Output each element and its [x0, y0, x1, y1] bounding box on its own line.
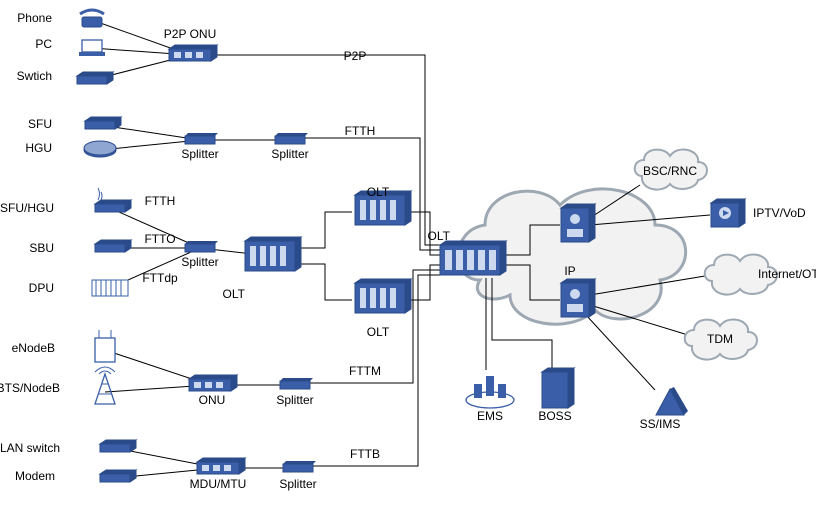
edge-label-sbu-spl3: FTTO: [144, 232, 175, 246]
node-router1: [561, 204, 595, 242]
label-btsnodeb: BTS/NodeB: [0, 381, 60, 395]
node-sfuhgu: [95, 188, 131, 212]
label-sfu: SFU: [28, 117, 52, 131]
edge-olt1-olt3: [298, 264, 352, 300]
edge-label-p2ponu-olt4: P2P: [344, 49, 367, 63]
node-hgu: [84, 141, 116, 157]
node-spl4: [280, 378, 313, 389]
node-ems: [466, 376, 514, 408]
label-olt4: OLT: [428, 229, 451, 243]
label-hgu: HGU: [25, 141, 52, 155]
node-spl1: [185, 133, 218, 144]
edge-label-spl5-olt4: FTTB: [350, 447, 380, 461]
label-spl4: Splitter: [276, 393, 313, 407]
node-router2: [561, 279, 595, 317]
label-tdm: TDM: [707, 332, 733, 346]
label-dpu: DPU: [29, 281, 54, 295]
node-modem: [100, 470, 136, 482]
node-lanswitch: [100, 440, 136, 452]
edge-olt1-olt2: [298, 212, 352, 248]
node-spl2: [275, 133, 308, 144]
label-onu: ONU: [199, 393, 226, 407]
node-olt3: [355, 279, 411, 313]
label-sfuhgu: SFU/HGU: [0, 201, 54, 215]
label-internet: Internet/OTT: [758, 267, 816, 281]
label-p2ponu: P2P ONU: [164, 27, 216, 41]
node-onu: [189, 375, 237, 391]
node-p2ponu: [169, 45, 217, 61]
node-sbu: [95, 240, 131, 252]
edge-label-spl4-olt4: FTTM: [349, 364, 381, 378]
label-enodeb: eNodeB: [12, 341, 55, 355]
label-bscrnc: BSC/RNC: [643, 164, 697, 178]
node-enodeb: [95, 330, 115, 362]
node-phone: [80, 10, 104, 27]
label-ipcloud: IP: [564, 264, 575, 278]
edge-router2-ssims: [586, 315, 655, 390]
label-spl2: Splitter: [271, 147, 308, 161]
edge-label-sfuhgu-spl3: FTTH: [145, 194, 176, 208]
label-ems: EMS: [477, 409, 503, 423]
label-phone: Phone: [17, 11, 52, 25]
label-ssims: SS/IMS: [640, 417, 681, 431]
node-iptv: [711, 199, 745, 227]
label-olt2: OLT: [367, 185, 390, 199]
label-lanswitch: LAN switch: [0, 441, 60, 455]
label-mdu: MDU/MTU: [190, 477, 247, 491]
label-sbu: SBU: [29, 241, 54, 255]
node-dpu: [92, 280, 128, 296]
node-btsnodeb: [95, 367, 115, 404]
node-olt4: [440, 241, 506, 275]
edge-label-spl2-olt4: FTTH: [345, 124, 376, 138]
edge-label-dpu-spl3: FTTdp: [142, 271, 178, 285]
label-pc: PC: [35, 37, 52, 51]
node-spl5: [283, 461, 316, 472]
node-boss: [542, 368, 574, 408]
label-modem: Modem: [15, 469, 55, 483]
node-ssims: [656, 387, 688, 415]
label-olt3: OLT: [367, 325, 390, 339]
node-olt1: [245, 237, 301, 271]
label-spl3: Splitter: [181, 255, 218, 269]
node-spl3: [185, 241, 218, 252]
label-iptv: IPTV/VoD: [753, 206, 806, 220]
node-pc: [79, 40, 105, 56]
label-switch: Swtich: [17, 69, 52, 83]
label-spl1: Splitter: [181, 147, 218, 161]
node-mdu: [197, 458, 245, 474]
node-switch: [77, 72, 113, 84]
label-boss: BOSS: [538, 409, 571, 423]
label-olt1: OLT: [223, 287, 246, 301]
label-spl5: Splitter: [279, 477, 316, 491]
node-sfu: [85, 117, 121, 129]
